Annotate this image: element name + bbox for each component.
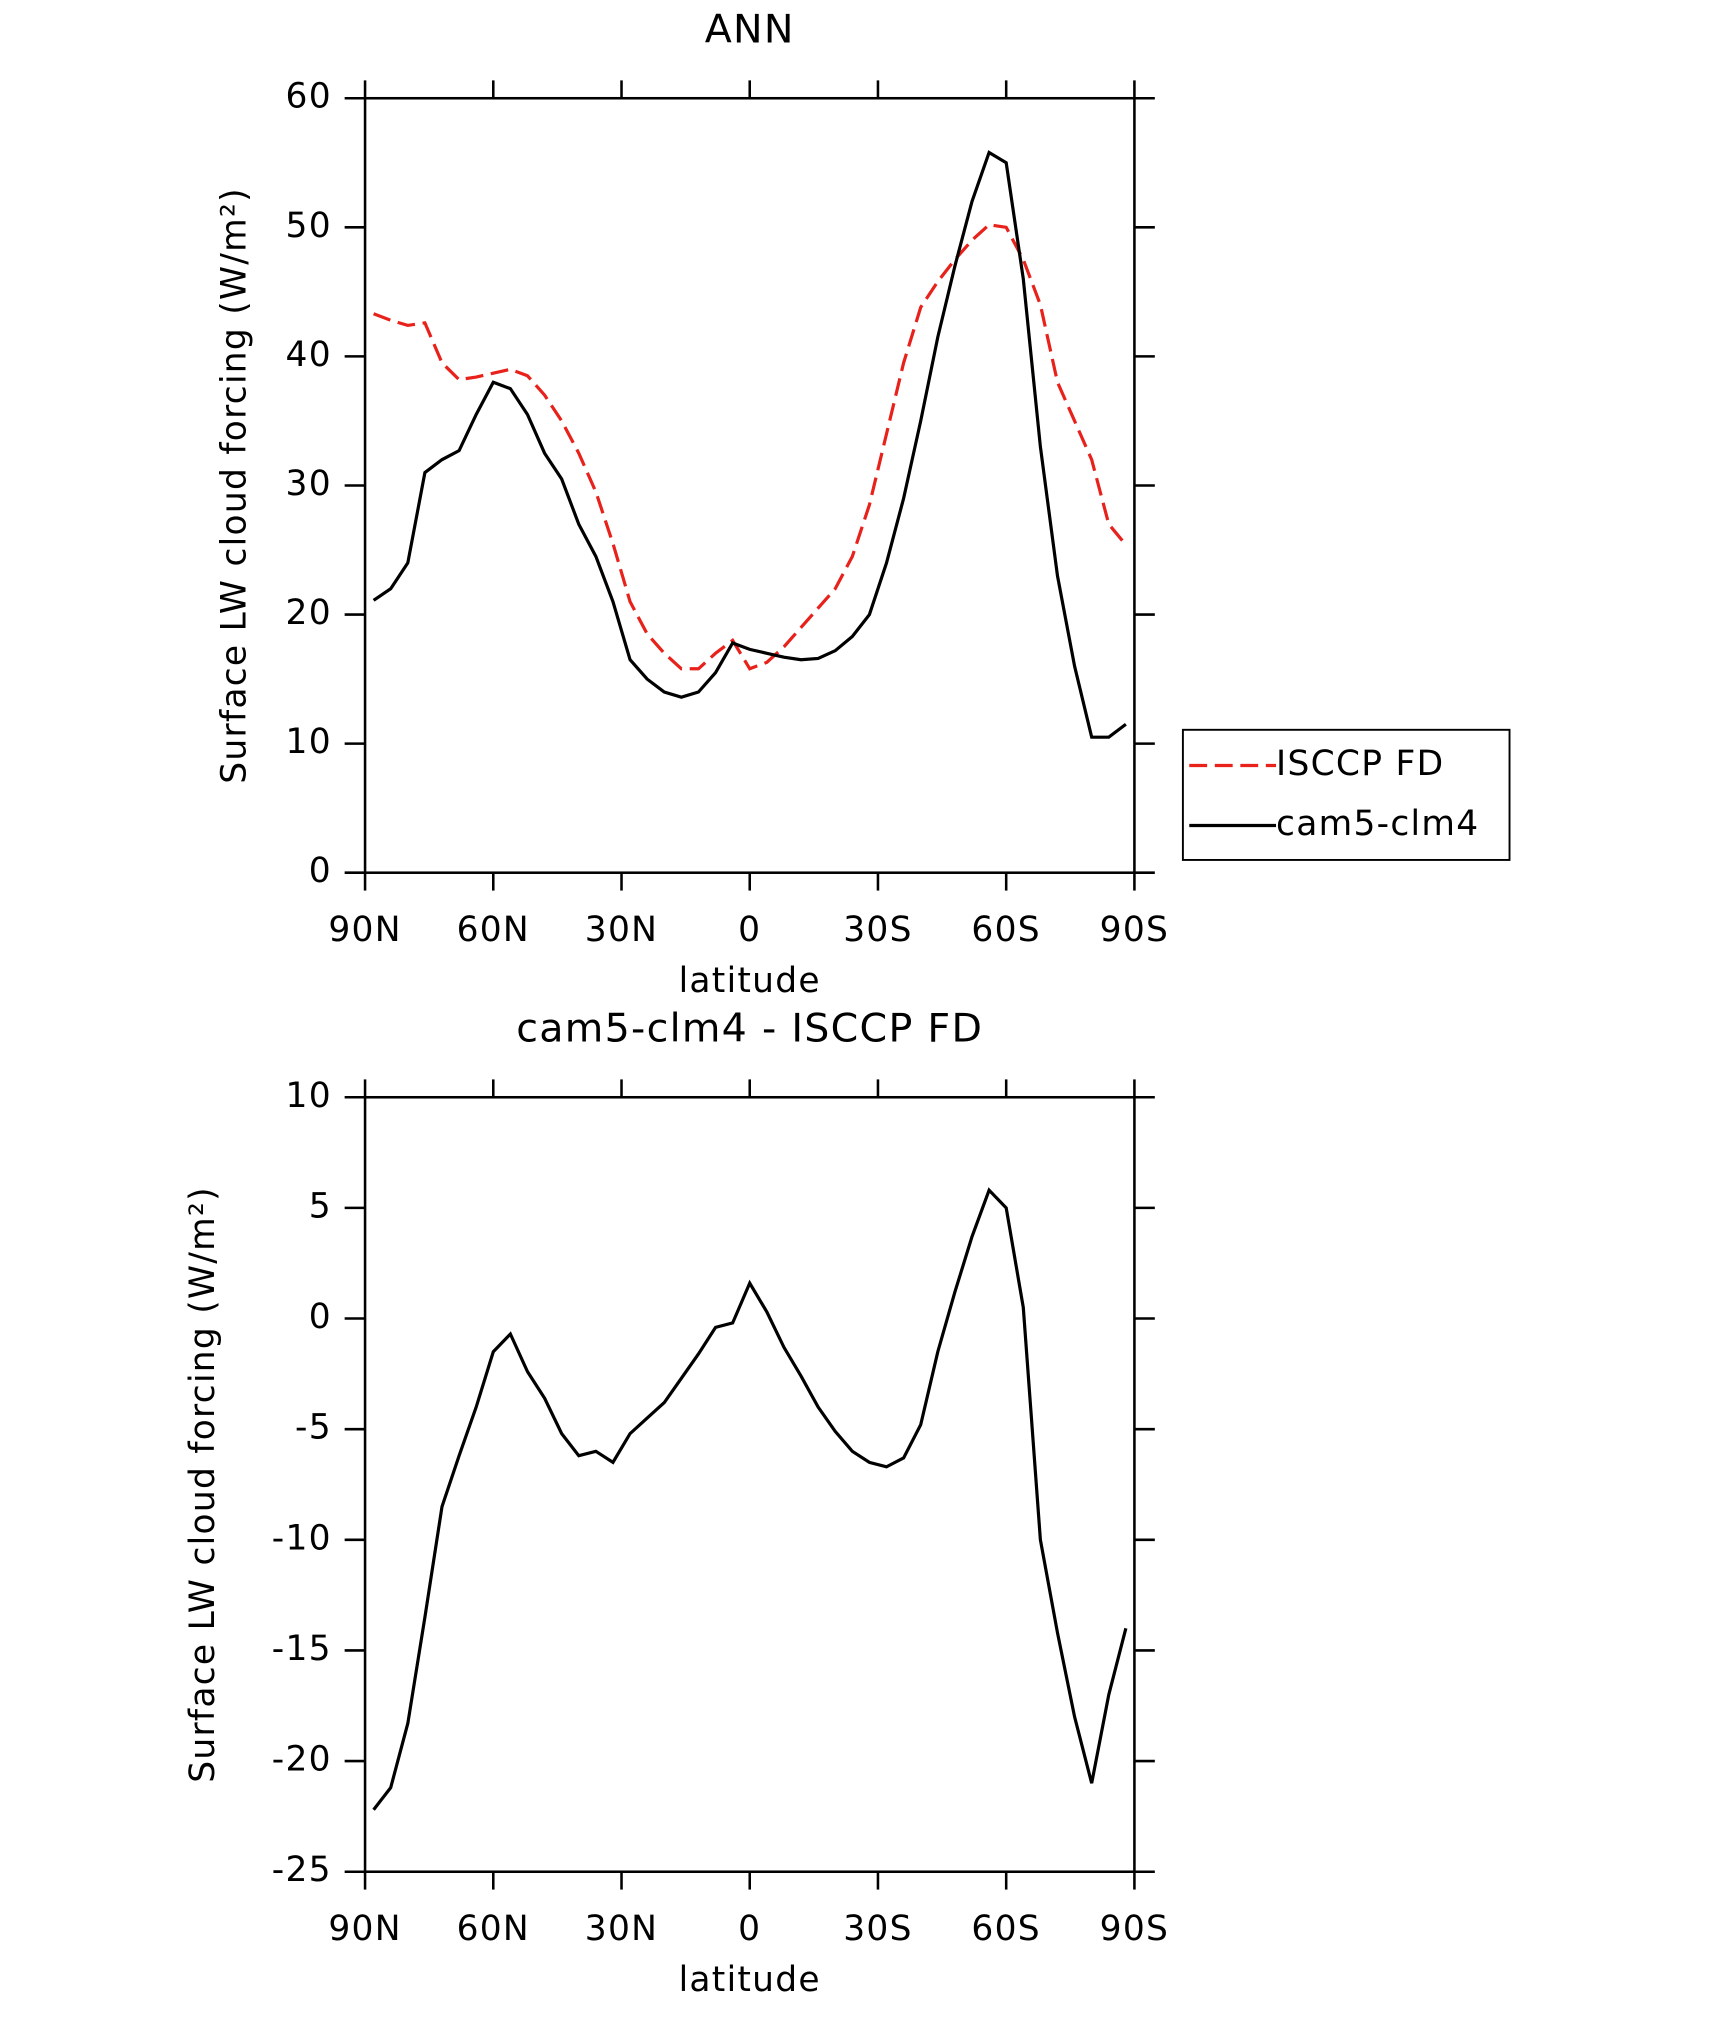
chart-title: cam5-clm4 - ISCCP FD — [516, 1005, 983, 1051]
y-tick-label: 5 — [309, 1186, 332, 1226]
y-tick-label: -5 — [295, 1408, 332, 1448]
y-tick-label: -15 — [272, 1629, 332, 1669]
x-axis-label: latitude — [679, 1960, 821, 2000]
y-tick-label: -25 — [272, 1850, 332, 1890]
x-tick-label: 30N — [585, 910, 658, 950]
y-tick-label: 60 — [286, 77, 332, 117]
y-tick-label: 20 — [286, 593, 332, 633]
plot-frame — [363, 96, 1136, 874]
data-line — [373, 223, 1128, 671]
legend-label: ISCCP FD — [1276, 744, 1444, 784]
x-tick-label: 60S — [971, 1909, 1041, 1949]
x-tick-label: 60N — [457, 910, 530, 950]
chart-title: ANN — [705, 6, 795, 52]
y-tick-label: -10 — [272, 1518, 332, 1558]
x-tick-label: 90S — [1100, 910, 1170, 950]
x-tick-label: 30S — [843, 910, 913, 950]
x-tick-label: 60S — [971, 910, 1041, 950]
y-tick-label: 50 — [286, 206, 332, 246]
y-tick-label: 0 — [309, 1297, 332, 1337]
y-axis-label: Surface LW cloud forcing (W/m²) — [183, 1186, 223, 1783]
x-tick-label: 0 — [738, 1909, 761, 1949]
x-tick-label: 30N — [585, 1909, 658, 1949]
y-axis-label: Surface LW cloud forcing (W/m²) — [215, 187, 255, 784]
y-tick-label: 10 — [286, 1076, 332, 1116]
y-tick-label: 0 — [309, 851, 332, 891]
x-tick-label: 90N — [328, 1909, 401, 1949]
x-tick-label: 0 — [738, 910, 761, 950]
y-tick-label: 10 — [286, 722, 332, 762]
plot-frame — [363, 1095, 1136, 1873]
x-tick-label: 90N — [328, 910, 401, 950]
x-tick-label: 60N — [457, 1909, 530, 1949]
x-tick-label: 90S — [1100, 1909, 1170, 1949]
x-axis-label: latitude — [679, 961, 821, 1001]
legend-box — [1181, 728, 1511, 861]
y-tick-label: 30 — [286, 464, 332, 504]
y-tick-label: -20 — [272, 1740, 332, 1780]
legend-label: cam5-clm4 — [1276, 804, 1479, 844]
data-line — [372, 150, 1127, 739]
y-tick-label: 40 — [286, 335, 332, 375]
x-tick-label: 30S — [843, 1909, 913, 1949]
data-line — [372, 1187, 1128, 1811]
